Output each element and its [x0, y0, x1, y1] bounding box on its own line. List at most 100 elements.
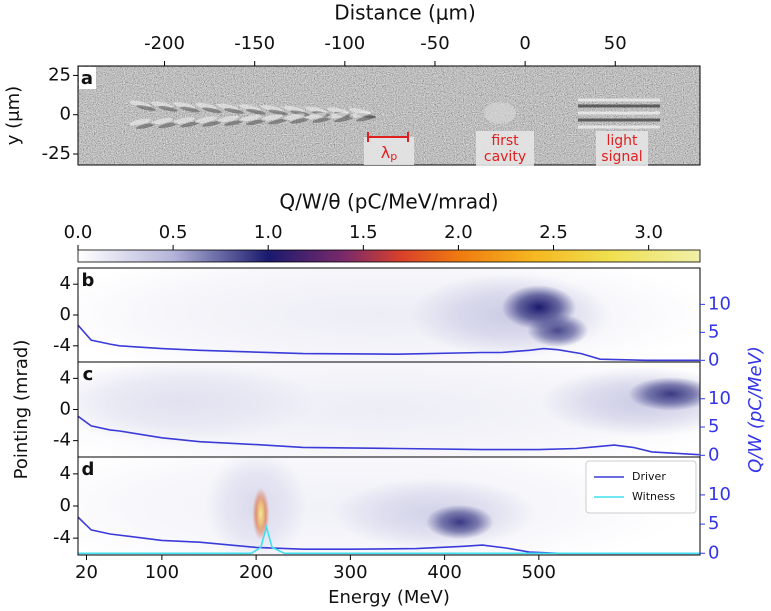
wake-fringe: [268, 118, 288, 125]
y2-tick-label: 5: [708, 513, 719, 534]
wake-fringe: [349, 111, 371, 118]
annotation: cavity: [484, 149, 526, 165]
wake-fringe: [224, 120, 244, 126]
y-axis-title: y (μm): [3, 86, 24, 145]
wake-fringe: [180, 121, 200, 128]
x-tick-label: 400: [427, 562, 461, 583]
heatmap: [78, 457, 700, 555]
y2-tick-label: 0: [708, 542, 719, 563]
colorbar-tick-label: 1.5: [349, 222, 378, 243]
x-tick-label: 20: [75, 562, 98, 583]
spectrum-line: [78, 516, 700, 555]
wake-fringe: [180, 106, 200, 113]
wake-fringe: [290, 117, 310, 124]
wake-fringe: [327, 111, 349, 119]
x-tick-label: 500: [522, 562, 556, 583]
x-tick-label: -100: [324, 33, 365, 54]
wake-fringe: [261, 114, 283, 121]
annotation-text: λ: [381, 143, 390, 162]
signal-fringe: [578, 111, 660, 115]
wake-fringe: [246, 119, 266, 126]
colorbar-tick-label: 0.0: [64, 222, 93, 243]
panel-letter: d: [82, 459, 95, 480]
wake-fringe: [173, 102, 195, 109]
density-spot: [425, 504, 494, 540]
y2-axis-title: Q/W (pC/MeV): [745, 346, 766, 473]
wake-fringe: [356, 115, 376, 122]
annotation-subscript: p: [390, 150, 397, 163]
colorbar-title: Q/W/θ (pC/MeV/mrad): [279, 190, 498, 214]
colorbar-tick-label: 2.0: [444, 222, 473, 243]
signal-fringe: [578, 98, 660, 102]
wake-fringe: [239, 104, 261, 112]
x-tick-label: 50: [604, 33, 627, 54]
density-spot: [255, 495, 266, 533]
y-tick-label: 4: [60, 273, 71, 294]
y2-tick-label: 10: [708, 293, 731, 314]
wake-fringe: [334, 116, 354, 123]
panel-letter: c: [83, 364, 94, 385]
signal-fringe: [578, 118, 660, 122]
annotation: signal: [601, 149, 642, 165]
x-tick-label: -200: [144, 33, 185, 54]
y-tick-label: 0: [60, 304, 71, 325]
wake-fringe: [305, 112, 327, 120]
y2-tick-label: 5: [708, 416, 719, 437]
y-tick-label: 0: [60, 399, 71, 420]
wake-fringe: [312, 117, 332, 123]
x-axis-title: Energy (MeV): [328, 587, 450, 608]
colorbar-tick-label: 3.0: [634, 222, 663, 243]
y2-tick-label: 10: [708, 484, 731, 505]
wake-fringe: [224, 108, 244, 114]
wake-fringe: [151, 117, 173, 125]
x-axis-title: Distance (μm): [334, 1, 476, 25]
y-tick-label: 4: [60, 367, 71, 388]
x-tick-label: -50: [420, 33, 449, 54]
annotation: first: [491, 133, 519, 149]
density-spot: [527, 313, 589, 348]
wake-fringe: [158, 122, 178, 129]
density-spot: [78, 362, 317, 444]
wake-fringe: [136, 105, 156, 111]
wake-fringe: [217, 103, 239, 111]
cavity: [484, 102, 516, 124]
spectrum-line: [78, 324, 700, 362]
heatmap: [78, 268, 700, 362]
wake-fringe: [246, 108, 266, 115]
spectrum-line: [78, 415, 700, 456]
annotation-box: [364, 137, 414, 165]
x-tick-label: 100: [145, 562, 179, 583]
spectrum-line: [78, 524, 700, 555]
x-tick-label: 300: [333, 562, 367, 583]
colorbar: [77, 249, 701, 263]
wake-fringe: [158, 105, 178, 112]
panel-letter: a: [81, 68, 93, 89]
wake-fringe: [268, 109, 288, 116]
colorbar-tick-label: 2.5: [539, 222, 568, 243]
heatmap: [78, 362, 700, 457]
wake-fringe: [305, 106, 327, 114]
wake-fringe: [217, 115, 239, 123]
y-tick-label: -4: [53, 335, 71, 356]
colorbar-tick-label: 0.5: [159, 222, 188, 243]
x-tick-label: 200: [239, 562, 273, 583]
wake-fringe: [173, 117, 195, 124]
signal-fringe: [578, 125, 660, 129]
wake-fringe: [129, 118, 151, 126]
y-tick-label: 0: [60, 495, 71, 516]
panel-letter-bg: [79, 67, 96, 89]
x-tick-label: 0: [519, 33, 530, 54]
wake-fringe: [239, 114, 261, 122]
wake-fringe: [283, 113, 305, 121]
wake-fringe: [202, 120, 222, 127]
y2-tick-label: 0: [708, 349, 719, 370]
y2-tick-label: 5: [708, 321, 719, 342]
annotation: λp: [381, 143, 397, 164]
signal-fringe: [578, 104, 660, 108]
wake-fringe: [261, 105, 283, 112]
wake-fringe: [195, 102, 217, 110]
y2-tick-label: 10: [708, 388, 731, 409]
panel-letter: b: [82, 270, 95, 291]
